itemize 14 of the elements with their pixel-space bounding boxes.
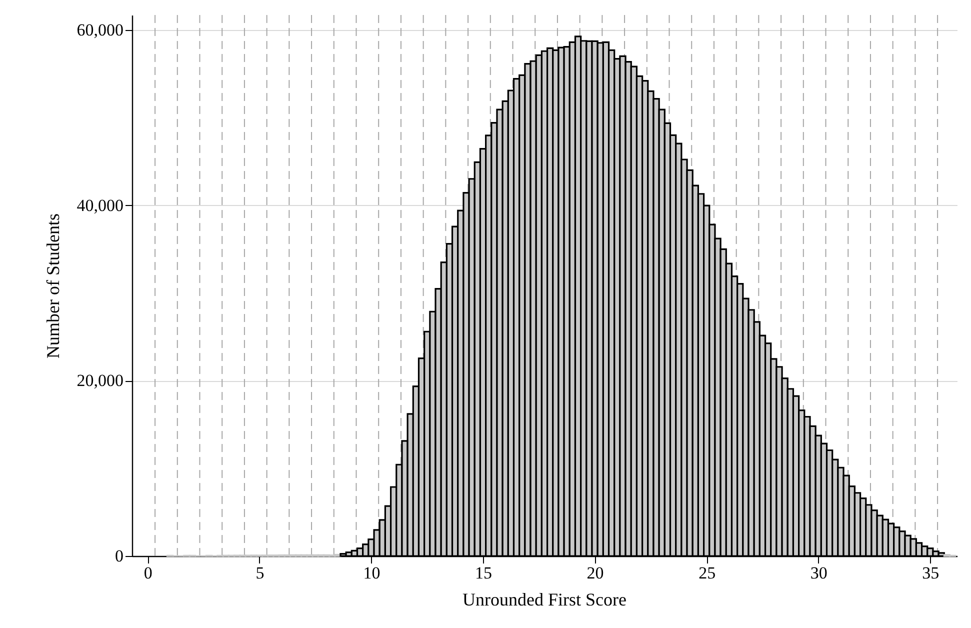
x-tick-label: 10 xyxy=(363,564,380,582)
x-axis-title: Unrounded First Score xyxy=(462,590,626,610)
x-tick-label: 25 xyxy=(698,564,716,582)
y-tick-label: 20,000 xyxy=(76,371,124,390)
x-tick-label: 5 xyxy=(256,564,264,582)
y-tick-label: 60,000 xyxy=(76,20,124,40)
x-tick-label: 30 xyxy=(810,564,828,582)
x-tick-label: 35 xyxy=(922,564,940,582)
x-tick-label: 20 xyxy=(586,564,604,582)
y-tick-label: 0 xyxy=(115,546,124,566)
y-tick-label: 40,000 xyxy=(76,196,124,215)
x-tick-label: 0 xyxy=(144,564,152,582)
x-tick-label: 15 xyxy=(475,564,492,582)
y-axis-title: Number of Students xyxy=(42,214,63,358)
